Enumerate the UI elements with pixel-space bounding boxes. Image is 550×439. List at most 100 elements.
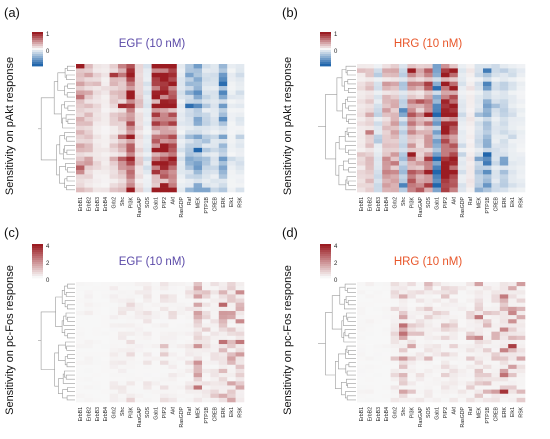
heatmap-cell (92, 290, 102, 295)
heatmap-cell (84, 306, 94, 312)
heatmap-cell (399, 286, 408, 291)
heatmap-cell (466, 152, 475, 157)
dendrogram-branch (338, 165, 346, 186)
heatmap-cell (407, 323, 417, 328)
column-label: MEK (477, 196, 483, 208)
heatmap-cell (407, 327, 417, 332)
colorbar-step (320, 44, 331, 47)
heatmap-cell (109, 368, 119, 374)
column-label: RasGDP (179, 406, 185, 427)
heatmap-cell (491, 377, 501, 382)
heatmap-cell (92, 81, 102, 87)
heatmap-cell (474, 161, 484, 166)
heatmap-cell (193, 360, 203, 366)
heatmap-cell (168, 331, 178, 337)
dendrogram-branch (345, 145, 356, 153)
heatmap-cell (457, 310, 467, 316)
heatmap-cell (227, 302, 236, 308)
heatmap-cell (483, 94, 492, 100)
heatmap-cell (415, 327, 425, 332)
heatmap-cell (483, 290, 492, 295)
heatmap-cell (118, 103, 127, 109)
heatmap-cell (218, 165, 228, 171)
heatmap-cell (84, 368, 94, 374)
heatmap-cell (357, 103, 366, 109)
heatmap-cell (109, 108, 119, 113)
heatmap-cell (176, 77, 186, 82)
dendrogram-branch (64, 329, 75, 337)
dendrogram-branch (57, 72, 66, 91)
heatmap-cell (499, 99, 509, 105)
heatmap-cell (210, 393, 220, 399)
heatmap-cell (466, 352, 475, 357)
heatmap-cell (126, 377, 136, 382)
dendrogram-branch (343, 160, 349, 171)
column-label: CREB (493, 406, 499, 421)
heatmap-cell (432, 319, 442, 324)
heatmap-cell (176, 298, 186, 303)
heatmap-cell (185, 174, 194, 180)
heatmap-cell (466, 121, 475, 127)
heatmap-cell (499, 302, 509, 308)
heatmap-cell (483, 319, 492, 324)
dendrogram-branch (66, 176, 75, 182)
column-label: PI3K (128, 406, 134, 418)
heatmap-cell (202, 389, 211, 395)
heatmap-cell (499, 116, 509, 122)
heatmap-cell (109, 397, 119, 403)
heatmap-cell (441, 306, 450, 312)
heatmap-cell (373, 147, 383, 153)
heatmap-cell (101, 90, 110, 96)
heatmap-cell (235, 178, 245, 184)
heatmap-cell (457, 331, 467, 337)
heatmap-cell (185, 344, 194, 349)
heatmap-cell (185, 282, 194, 287)
heatmap-cell (84, 397, 94, 403)
heatmap-cell (218, 335, 228, 341)
heatmap-cell (390, 368, 400, 374)
heatmap-cell (193, 125, 203, 131)
heatmap-cell (424, 86, 433, 91)
heatmap-cell (424, 183, 433, 188)
heatmap-cell (474, 298, 484, 303)
heatmap-cell (118, 310, 127, 316)
heatmap-cell (516, 103, 526, 109)
heatmap-cell (424, 139, 433, 144)
heatmap-cell (474, 187, 484, 193)
heatmap-cell (193, 108, 203, 113)
heatmap-cell (168, 99, 178, 105)
heatmap-cell (365, 315, 375, 320)
heatmap-cell (457, 389, 467, 395)
heatmap-cell (151, 381, 161, 386)
heatmap-cell (382, 90, 391, 96)
column-label: Raf (187, 406, 193, 415)
colorbar-step (320, 36, 331, 39)
heatmap-cell (202, 348, 211, 353)
heatmap-cell (218, 174, 228, 180)
heatmap-cell (516, 90, 526, 96)
heatmap-cell (109, 360, 119, 366)
heatmap-cell (491, 112, 501, 118)
heatmap-cell (491, 161, 501, 166)
dendrogram-branch (346, 114, 356, 122)
heatmap-cell (118, 290, 127, 295)
heatmap-cell (185, 152, 194, 157)
heatmap-cell (390, 331, 400, 337)
heatmap-cell (415, 310, 425, 316)
heatmap-cell (227, 331, 236, 337)
heatmap-cell (176, 68, 186, 74)
heatmap-cell (373, 335, 383, 341)
heatmap-cell (218, 310, 228, 316)
heatmap-cell (382, 174, 391, 180)
heatmap-cell (210, 161, 220, 166)
heatmap-cell (84, 116, 94, 122)
heatmap-cell (415, 339, 425, 345)
heatmap-cell (449, 310, 459, 316)
heatmap-cell (160, 315, 169, 320)
heatmap-cell (449, 103, 459, 109)
heatmap-cell (227, 393, 236, 399)
heatmap-cell (441, 385, 450, 390)
heatmap-cell (193, 121, 203, 127)
heatmap-cell (202, 335, 211, 341)
heatmap-cell (176, 381, 186, 386)
